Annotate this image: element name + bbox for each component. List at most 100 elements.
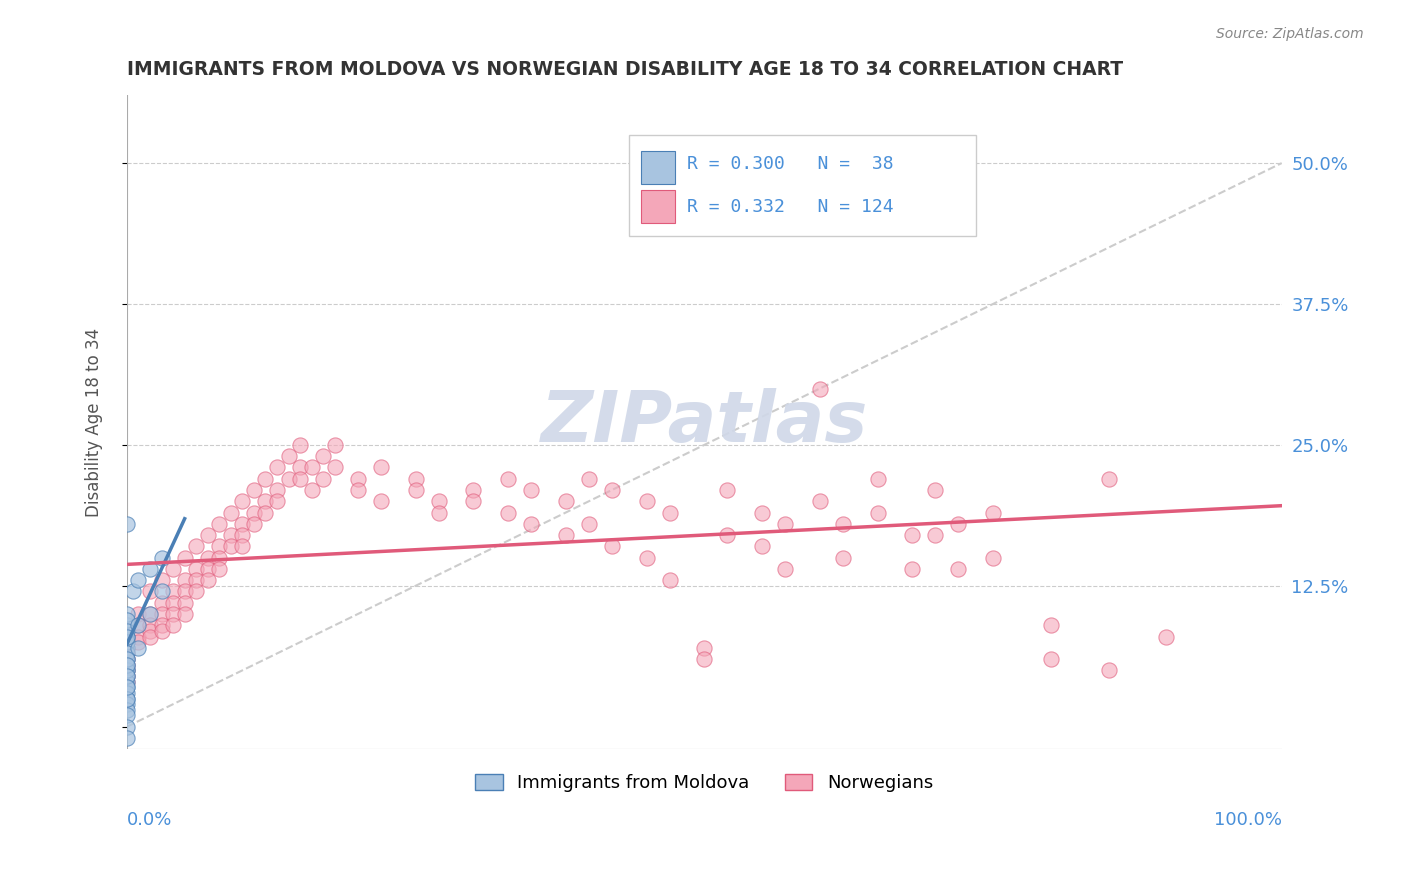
Point (948, 562, 970, 576)
Point (197, 562, 219, 576)
Point (115, 618, 138, 632)
Point (115, 720, 138, 734)
Point (115, 630, 138, 644)
Point (139, 584, 162, 599)
Point (1097, 664, 1119, 678)
Point (127, 618, 149, 632)
Point (115, 516, 138, 531)
Point (115, 691, 138, 706)
Point (139, 607, 162, 621)
Point (115, 640, 138, 655)
Point (115, 630, 138, 644)
Point (901, 528, 924, 542)
Point (186, 573, 208, 587)
Point (1039, 618, 1062, 632)
Point (924, 528, 946, 542)
Point (600, 540, 623, 554)
Point (197, 550, 219, 565)
Point (312, 449, 335, 463)
Point (370, 460, 392, 475)
Point (127, 640, 149, 655)
Point (115, 669, 138, 683)
Point (370, 494, 392, 508)
Text: IMMIGRANTS FROM MOLDOVA VS NORWEGIAN DISABILITY AGE 18 TO 34 CORRELATION CHART: IMMIGRANTS FROM MOLDOVA VS NORWEGIAN DIS… (127, 60, 1123, 78)
Point (115, 635, 138, 649)
Point (266, 460, 288, 475)
Point (208, 540, 231, 554)
Point (243, 516, 266, 531)
Point (254, 472, 277, 486)
Point (186, 584, 208, 599)
Point (150, 573, 173, 587)
Point (901, 562, 924, 576)
Point (115, 607, 138, 621)
Point (288, 438, 311, 452)
Point (115, 664, 138, 678)
Point (243, 506, 266, 520)
Point (751, 506, 773, 520)
Point (312, 472, 335, 486)
Point (115, 731, 138, 745)
Point (277, 472, 299, 486)
Point (323, 460, 346, 475)
Point (115, 686, 138, 700)
Point (266, 483, 288, 497)
Point (173, 584, 195, 599)
Point (288, 460, 311, 475)
Point (197, 573, 219, 587)
Y-axis label: Disability Age 18 to 34: Disability Age 18 to 34 (86, 327, 103, 516)
Point (1097, 472, 1119, 486)
Point (173, 607, 195, 621)
Point (981, 550, 1004, 565)
Point (578, 472, 600, 486)
Point (254, 494, 277, 508)
Point (347, 483, 370, 497)
Text: ZIPatlas: ZIPatlas (541, 388, 868, 457)
Point (866, 506, 889, 520)
Point (150, 624, 173, 638)
Point (600, 483, 623, 497)
Point (127, 573, 149, 587)
Point (186, 562, 208, 576)
Point (115, 630, 138, 644)
Point (115, 618, 138, 632)
Point (150, 607, 173, 621)
Point (219, 506, 242, 520)
Point (127, 607, 149, 621)
Point (831, 516, 853, 531)
Point (208, 516, 231, 531)
Point (219, 528, 242, 542)
Point (115, 657, 138, 672)
Point (636, 550, 658, 565)
Point (115, 652, 138, 666)
Point (115, 624, 138, 638)
Point (554, 528, 576, 542)
Point (208, 550, 231, 565)
Point (866, 472, 889, 486)
Point (231, 516, 253, 531)
Point (301, 460, 323, 475)
Point (197, 528, 219, 542)
Point (115, 652, 138, 666)
Point (173, 596, 195, 610)
Point (162, 618, 184, 632)
Point (150, 618, 173, 632)
Text: 100.0%: 100.0% (1213, 811, 1282, 830)
Point (115, 647, 138, 661)
Point (808, 494, 831, 508)
Point (162, 584, 184, 599)
Point (139, 624, 162, 638)
Point (115, 613, 138, 627)
Point (150, 596, 173, 610)
Point (808, 382, 831, 396)
Legend: Immigrants from Moldova, Norwegians: Immigrants from Moldova, Norwegians (468, 766, 941, 799)
Point (139, 618, 162, 632)
Point (139, 607, 162, 621)
Point (463, 494, 485, 508)
Point (219, 540, 242, 554)
Point (231, 540, 253, 554)
Point (186, 540, 208, 554)
Point (254, 506, 277, 520)
Point (162, 562, 184, 576)
Point (243, 483, 266, 497)
